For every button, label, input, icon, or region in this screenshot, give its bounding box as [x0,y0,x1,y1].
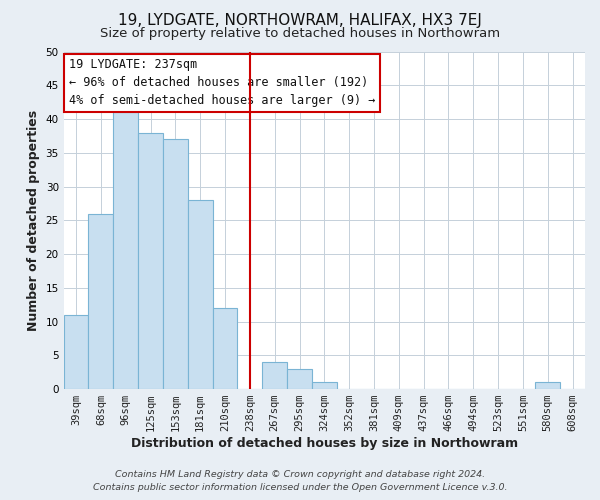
Bar [262,362,287,389]
Bar [287,369,312,389]
Bar [212,308,238,389]
Bar [312,382,337,389]
Text: 19, LYDGATE, NORTHOWRAM, HALIFAX, HX3 7EJ: 19, LYDGATE, NORTHOWRAM, HALIFAX, HX3 7E… [118,12,482,28]
Bar [535,382,560,389]
Bar [64,315,88,389]
Bar [163,140,188,389]
Bar [138,132,163,389]
Text: Size of property relative to detached houses in Northowram: Size of property relative to detached ho… [100,28,500,40]
Text: Contains HM Land Registry data © Crown copyright and database right 2024.
Contai: Contains HM Land Registry data © Crown c… [93,470,507,492]
X-axis label: Distribution of detached houses by size in Northowram: Distribution of detached houses by size … [131,437,518,450]
Y-axis label: Number of detached properties: Number of detached properties [27,110,40,331]
Bar [88,214,113,389]
Bar [113,112,138,389]
Text: 19 LYDGATE: 237sqm
← 96% of detached houses are smaller (192)
4% of semi-detache: 19 LYDGATE: 237sqm ← 96% of detached hou… [69,58,375,108]
Bar [188,200,212,389]
